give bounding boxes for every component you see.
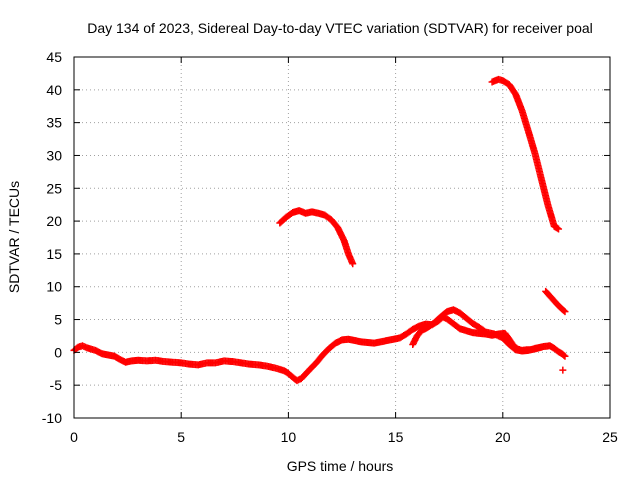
y-tick-label: 40 [46, 82, 62, 98]
axes: 0 5 10 15 20 25 -10 -5 0 5 10 15 20 25 30 35 40 45 [42, 49, 618, 445]
y-tick-label: 5 [54, 312, 62, 328]
x-tick-label: 15 [388, 429, 404, 445]
data-point [537, 343, 545, 351]
plot-frame [73, 56, 611, 419]
data-point [349, 260, 357, 268]
data-series [70, 75, 569, 385]
y-tick-label: 20 [46, 213, 62, 229]
y-tick-label: 30 [46, 147, 62, 163]
x-tick-label: 25 [602, 429, 618, 445]
y-axis-label: SDTVAR / TECUs [6, 181, 22, 293]
grid-lines [74, 57, 610, 418]
series-main-trace [70, 313, 569, 385]
x-axis-label: GPS time / hours [287, 458, 394, 474]
series-segment-10h [276, 207, 357, 268]
y-tick-label: 10 [46, 279, 62, 295]
x-tick-label: 10 [281, 429, 297, 445]
data-point [555, 225, 563, 233]
y-tick-label: 15 [46, 246, 62, 262]
x-tick-label: 5 [177, 429, 185, 445]
series-secondary-loops [409, 306, 545, 355]
y-tick-label: -10 [42, 410, 62, 426]
y-tick-label: 45 [46, 49, 62, 65]
x-tick-label: 0 [70, 429, 78, 445]
data-point [561, 352, 569, 360]
data-point [560, 307, 568, 315]
x-tick-label: 20 [495, 429, 511, 445]
y-tick-label: 35 [46, 115, 62, 131]
data-point [559, 366, 567, 374]
series-segment-20h [488, 75, 563, 233]
data-point [560, 351, 568, 359]
y-tick-label: -5 [50, 377, 63, 393]
y-tick-label: 25 [46, 180, 62, 196]
series-segment-22h [542, 287, 569, 316]
series-isolated-point [559, 366, 567, 374]
data-point [561, 308, 569, 316]
chart-title: Day 134 of 2023, Sidereal Day-to-day VTE… [87, 20, 593, 36]
y-tick-label: 0 [54, 344, 62, 360]
